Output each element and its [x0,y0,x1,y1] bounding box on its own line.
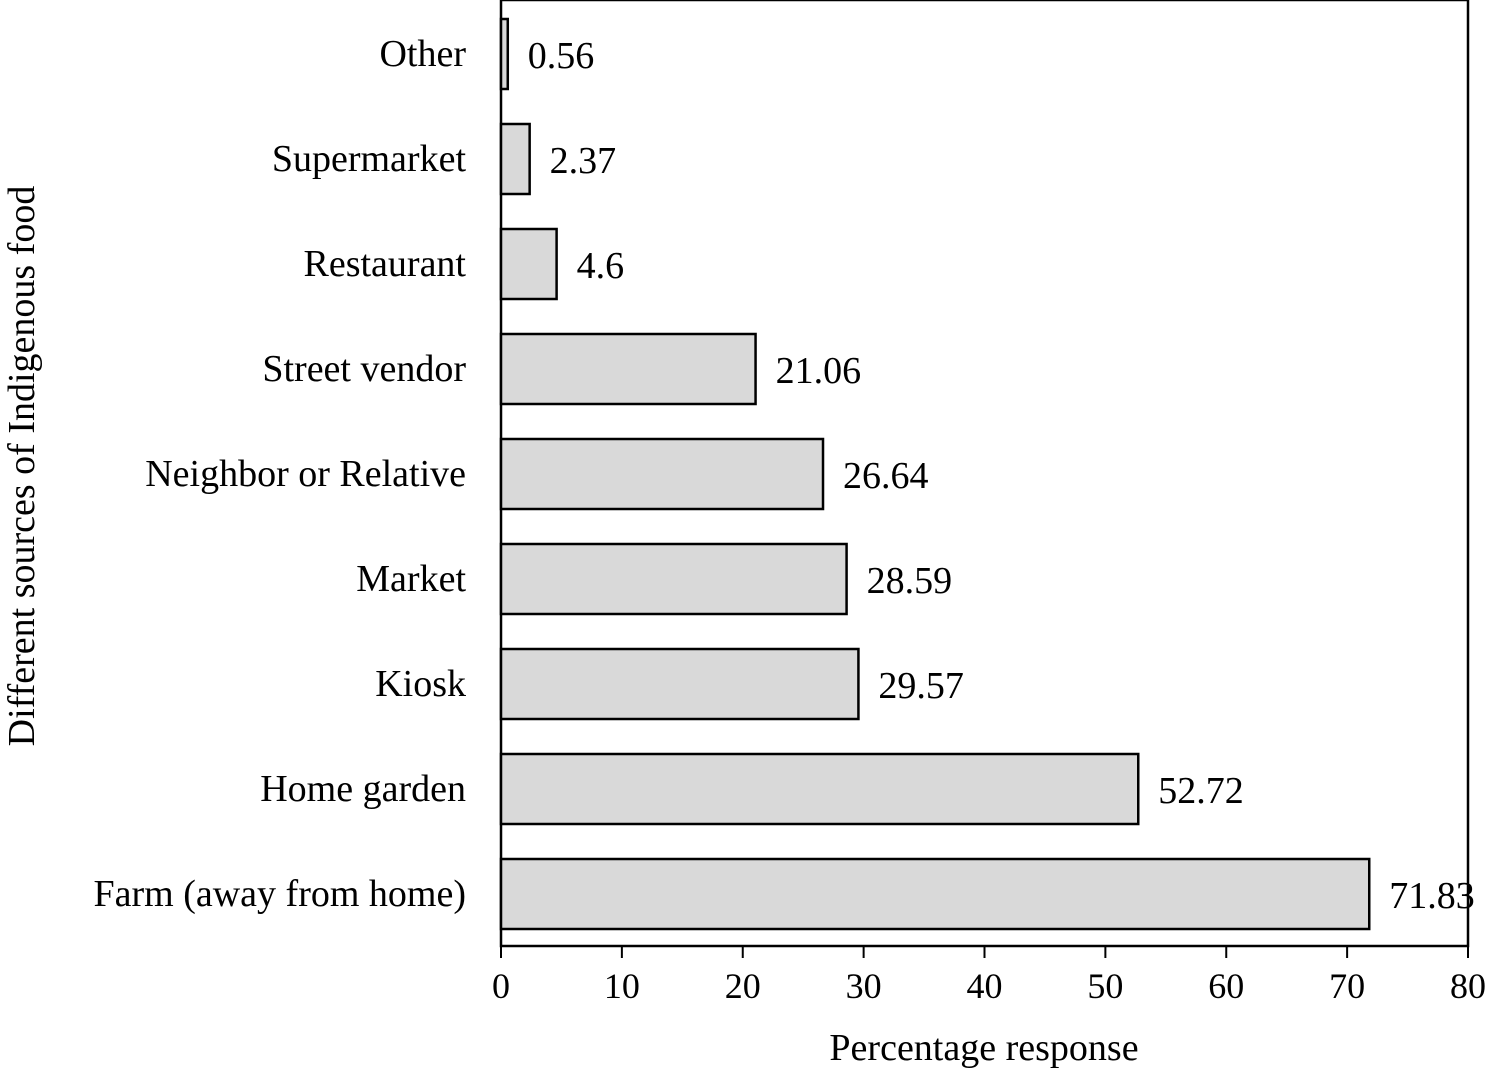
category-label-neighbor-or-relative: Neighbor or Relative [145,453,466,495]
x-axis-title: Percentage response [829,1027,1138,1069]
bar-supermarket [499,122,531,196]
category-label-farm-away-from-home: Farm (away from home) [94,873,467,915]
value-label-restaurant: 4.6 [577,245,625,287]
bar-street-vendor [499,332,757,406]
category-label-street-vendor: Street vendor [262,348,466,390]
bar-farm-away-from-home [499,857,1371,931]
category-label-other: Other [379,33,466,75]
category-label-market: Market [356,558,466,600]
value-label-kiosk: 29.57 [878,665,964,707]
x-tick-label-40: 40 [967,966,1003,1006]
bar-kiosk [499,647,860,721]
bar-market [499,542,848,616]
category-label-kiosk: Kiosk [375,663,466,705]
value-labels: 0.56 2.37 4.6 21.06 26.64 28.59 29.57 52.72 71.8… [528,35,1475,917]
bars-layer [499,17,1371,931]
x-tick-label-80: 80 [1450,966,1486,1006]
category-label-home-garden: Home garden [260,768,466,810]
y-axis-title: Different sources of Indigenous food [1,186,43,747]
bar-neighbor-or-relative [499,437,825,511]
x-tick-label-10: 10 [604,966,640,1006]
x-tick-label-20: 20 [725,966,761,1006]
value-label-supermarket: 2.37 [550,140,617,182]
category-label-supermarket: Supermarket [272,138,467,180]
value-label-street-vendor: 21.06 [776,350,862,392]
category-label-restaurant: Restaurant [303,243,466,285]
x-tick-label-60: 60 [1208,966,1244,1006]
bar-home-garden [499,752,1140,826]
x-axis-ticks: 0 10 20 30 40 50 60 70 80 [492,946,1486,1006]
value-label-other: 0.56 [528,35,595,77]
bar-restaurant [499,227,558,301]
value-label-farm-away-from-home: 71.83 [1389,875,1475,917]
value-label-neighbor-or-relative: 26.64 [843,455,929,497]
value-label-market: 28.59 [867,560,953,602]
category-labels: Other Supermarket Restaurant Street vendor N… [94,33,467,915]
x-tick-label-0: 0 [492,966,510,1006]
x-tick-label-30: 30 [846,966,882,1006]
x-tick-label-50: 50 [1087,966,1123,1006]
value-label-home-garden: 52.72 [1158,770,1244,812]
bar-other [499,17,510,91]
x-tick-label-70: 70 [1329,966,1365,1006]
